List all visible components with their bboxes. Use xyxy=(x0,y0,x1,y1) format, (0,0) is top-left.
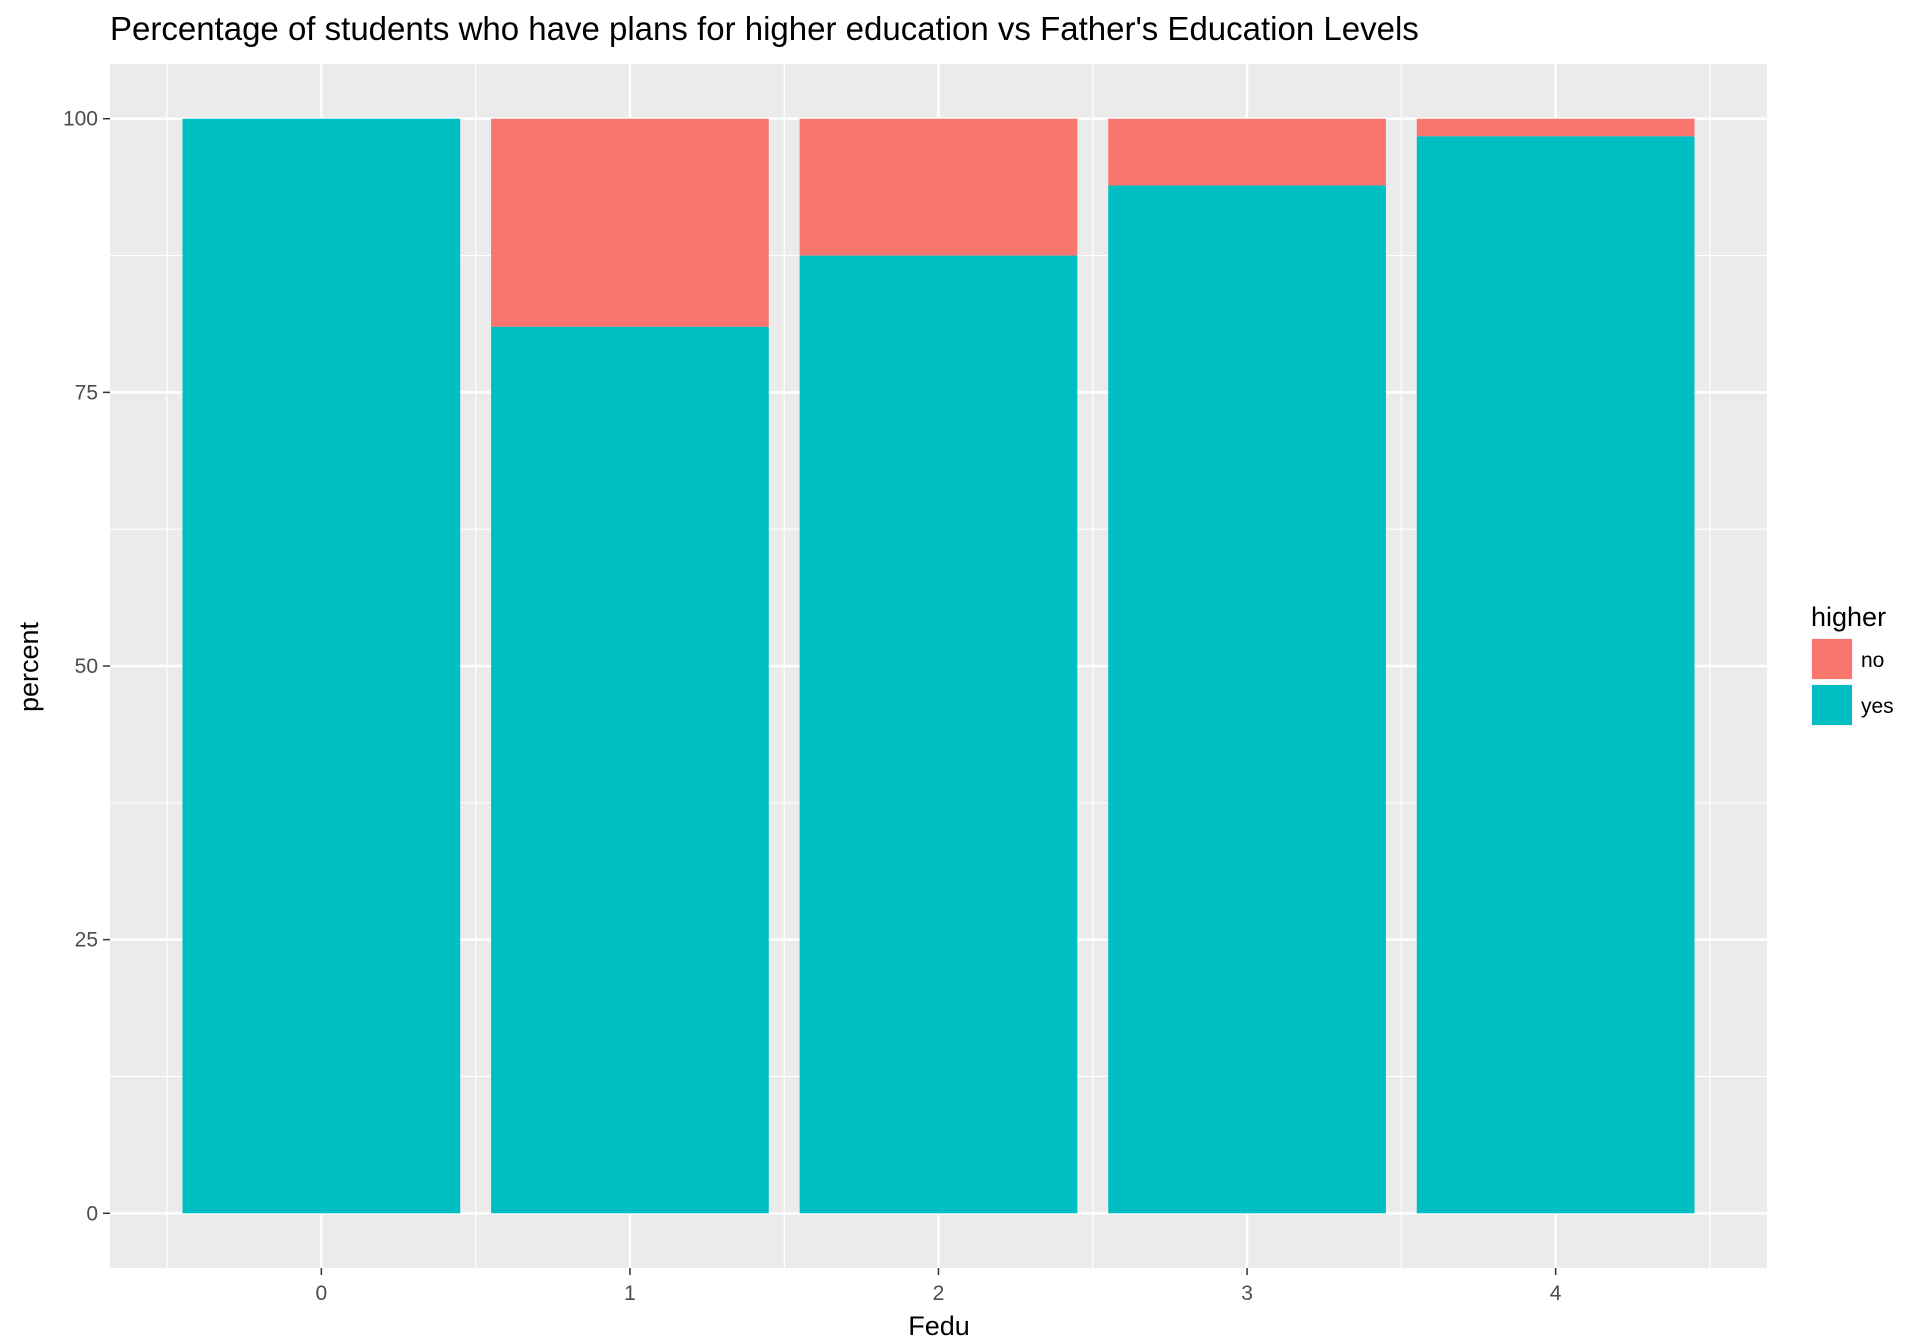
y-axis-title: percent xyxy=(14,621,44,712)
x-axis-title: Fedu xyxy=(908,1311,970,1341)
x-tick-label: 1 xyxy=(624,1282,636,1305)
legend-label-yes: yes xyxy=(1861,695,1894,718)
legend-key-no xyxy=(1812,639,1852,679)
x-tick-label: 4 xyxy=(1550,1282,1562,1305)
x-tick-label: 2 xyxy=(933,1282,945,1305)
bar-yes-3 xyxy=(1108,185,1386,1214)
y-tick-label: 25 xyxy=(75,929,98,952)
chart-title: Percentage of students who have plans fo… xyxy=(110,10,1419,47)
legend-title: higher xyxy=(1811,602,1886,632)
y-tick-label: 100 xyxy=(63,108,98,131)
y-tick-label: 0 xyxy=(86,1202,98,1225)
bar-no-3 xyxy=(1108,118,1386,186)
y-tick-label: 50 xyxy=(75,655,98,678)
y-tick-label: 75 xyxy=(75,381,98,404)
x-tick-label: 0 xyxy=(316,1282,328,1305)
legend: higher no yes xyxy=(1811,602,1894,726)
bar-no-4 xyxy=(1416,118,1695,137)
x-tick-label: 3 xyxy=(1241,1282,1253,1305)
bar-yes-1 xyxy=(491,326,769,1214)
legend-label-no: no xyxy=(1861,649,1884,672)
bar-yes-2 xyxy=(799,255,1078,1214)
bar-no-1 xyxy=(491,118,769,327)
bar-yes-0 xyxy=(182,118,461,1214)
bar-no-2 xyxy=(799,118,1078,256)
legend-key-yes xyxy=(1812,685,1852,725)
bar-yes-4 xyxy=(1416,136,1695,1214)
